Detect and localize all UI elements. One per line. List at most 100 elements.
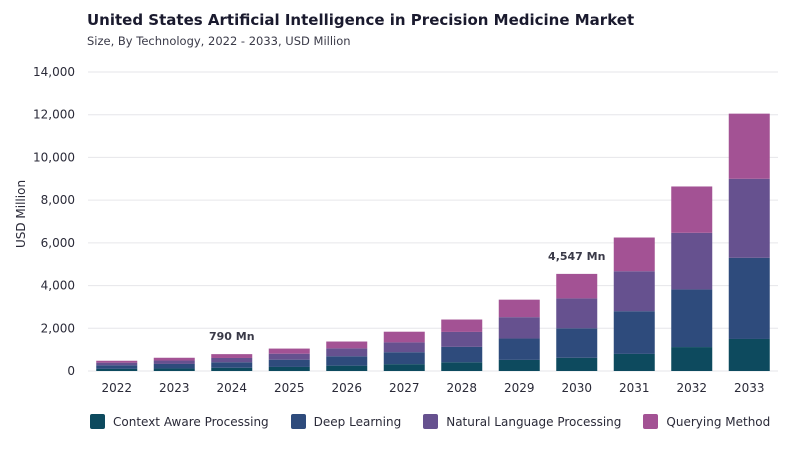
- x-tick-label: 2029: [504, 381, 535, 395]
- bar-segment: [671, 232, 713, 290]
- bar-stack: [153, 357, 195, 371]
- bar-segment: [326, 365, 368, 371]
- legend-label: Natural Language Processing: [446, 414, 622, 429]
- bar-stack: [441, 319, 483, 371]
- legend-item: Natural Language Processing: [423, 414, 621, 429]
- bar-segment: [728, 338, 770, 371]
- x-tick-label: 2030: [561, 381, 592, 395]
- bar-segment: [613, 271, 655, 312]
- bar-segment: [211, 357, 253, 363]
- bar-segment: [211, 367, 253, 371]
- y-tick-label: 8,000: [41, 193, 75, 207]
- bar-segment: [153, 363, 195, 369]
- x-tick-label: 2022: [101, 381, 132, 395]
- x-tick-label: 2033: [734, 381, 765, 395]
- y-axis-ticks: 0 2,000 4,000 6,000 8,000 10,000 12,000 14,000: [33, 65, 75, 378]
- bar-stack: [326, 341, 368, 371]
- x-tick-label: 2031: [619, 381, 650, 395]
- bar-segment: [383, 331, 425, 343]
- data-label: 4,547 Mn: [548, 250, 605, 263]
- bar-segment: [326, 341, 368, 349]
- bar-segment: [728, 113, 770, 179]
- bar-stack: [211, 354, 253, 371]
- legend: Context Aware Processing Deep Learning Nat…: [90, 414, 770, 429]
- x-tick-label: 2028: [446, 381, 477, 395]
- bar-stack: [671, 186, 713, 371]
- chart-subtitle: Size, By Technology, 2022 - 2033, USD Mi…: [87, 34, 351, 48]
- y-tick-label: 6,000: [41, 236, 75, 250]
- bar-stack: [556, 273, 598, 371]
- bar-segment: [498, 299, 540, 318]
- bar-segment: [268, 348, 310, 354]
- bar-segment: [153, 368, 195, 371]
- bar-segment: [671, 186, 713, 233]
- legend-swatch: [643, 414, 659, 429]
- bar-segment: [498, 359, 540, 371]
- y-tick-label: 12,000: [33, 108, 75, 122]
- x-tick-label: 2023: [159, 381, 190, 395]
- bar-segment: [613, 237, 655, 272]
- x-tick-label: 2026: [331, 381, 362, 395]
- legend-swatch: [90, 414, 105, 429]
- y-tick-label: 4,000: [41, 279, 75, 293]
- x-axis-ticks: 2022 2023 2024 2025 2026 2027 2028 2029 2030 2031…: [101, 381, 764, 395]
- bar-segment: [441, 362, 483, 371]
- bars: [96, 113, 770, 371]
- legend-item: Context Aware Processing: [90, 414, 269, 429]
- bar-segment: [383, 352, 425, 365]
- grid-lines: [88, 71, 778, 372]
- bar-segment: [613, 311, 655, 354]
- bar-stack: [498, 299, 540, 371]
- bar-segment: [556, 328, 598, 358]
- y-tick-label: 2,000: [41, 321, 75, 335]
- bar-segment: [153, 357, 195, 361]
- bar-segment: [268, 366, 310, 371]
- data-label: 790 Mn: [209, 330, 255, 343]
- x-tick-label: 2032: [676, 381, 707, 395]
- y-tick-label: 0: [67, 364, 75, 378]
- bar-stack: [728, 113, 770, 371]
- legend-item: Deep Learning: [290, 414, 402, 429]
- bar-segment: [556, 273, 598, 299]
- bar-segment: [96, 362, 138, 366]
- bar-segment: [268, 353, 310, 360]
- bar-segment: [96, 360, 138, 363]
- bar-segment: [728, 178, 770, 258]
- x-tick-label: 2025: [274, 381, 305, 395]
- bar-segment: [96, 368, 138, 371]
- bar-stack: [96, 360, 138, 371]
- bar-segment: [268, 359, 310, 367]
- legend-item: Querying Method: [643, 414, 770, 429]
- bar-segment: [728, 257, 770, 339]
- bar-stack: [613, 237, 655, 371]
- bar-stack: [383, 331, 425, 371]
- bar-segment: [441, 346, 483, 363]
- bar-segment: [383, 364, 425, 371]
- chart-title: United States Artificial Intelligence in…: [87, 11, 635, 29]
- bar-segment: [211, 354, 253, 358]
- bar-segment: [613, 353, 655, 371]
- bar-segment: [441, 331, 483, 347]
- y-tick-label: 14,000: [33, 65, 75, 79]
- legend-label: Querying Method: [666, 414, 771, 429]
- y-tick-label: 10,000: [33, 150, 75, 164]
- bar-segment: [498, 317, 540, 339]
- bar-segment: [326, 356, 368, 366]
- bar-segment: [671, 289, 713, 348]
- annotations: 790 Mn 4,547 Mn: [209, 250, 605, 343]
- legend-swatch: [290, 414, 306, 429]
- bar-segment: [671, 347, 713, 371]
- bar-segment: [383, 342, 425, 353]
- bar-segment: [153, 360, 195, 364]
- bar-segment: [326, 348, 368, 357]
- bar-segment: [498, 338, 540, 360]
- legend-label: Context Aware Processing: [113, 414, 269, 429]
- bar-segment: [441, 319, 483, 332]
- bar-segment: [211, 362, 253, 368]
- bar-segment: [556, 298, 598, 329]
- bar-segment: [96, 365, 138, 369]
- bar-stack: [268, 348, 310, 371]
- bar-segment: [556, 357, 598, 371]
- x-tick-label: 2024: [216, 381, 247, 395]
- legend-label: Deep Learning: [313, 414, 402, 429]
